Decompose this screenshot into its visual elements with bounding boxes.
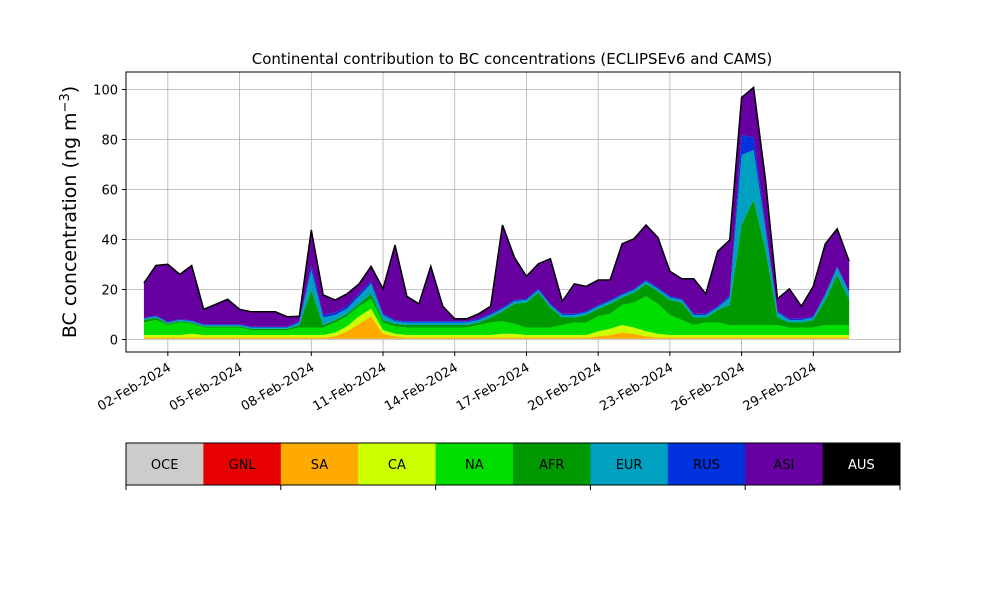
legend-label-sa: SA [311, 458, 328, 473]
legend-swatch-eur [590, 443, 669, 485]
legend-swatch-gnl [203, 443, 282, 485]
total-line [143, 86, 850, 320]
legend-label-aus: AUS [848, 458, 875, 473]
legend-label-rus: RUS [693, 458, 720, 473]
area-asi [143, 87, 850, 327]
legend-swatch-asi [745, 443, 824, 485]
plot-frame [125, 71, 901, 353]
legend-label-gnl: GNL [229, 458, 257, 473]
legend-swatch-aus [822, 443, 901, 485]
legend-colorbar: OCE GNL SA CA NA AFR EUR RUS ASI AUS [125, 442, 901, 490]
legend-label-afr: AFR [539, 458, 564, 473]
legend-swatch-sa [280, 443, 359, 485]
area-oce [143, 338, 850, 340]
legend-swatch-afr [513, 443, 591, 485]
legend-label-ca: CA [388, 458, 406, 473]
y-tick-label: 100 [93, 84, 118, 99]
legend-swatch-oce [126, 443, 204, 485]
chart-title: Continental contribution to BC concentra… [252, 50, 773, 68]
total-line-layer [143, 86, 850, 320]
legend-swatch-rus [667, 443, 746, 485]
y-tick-label: 40 [101, 234, 118, 249]
y-tick-label: 20 [101, 284, 118, 299]
legend-label-eur: EUR [616, 458, 643, 473]
y-axis-ticks: 0 20 40 60 80 100 [93, 84, 126, 349]
legend-label-oce: OCE [151, 458, 179, 473]
legend-label-na: NA [465, 458, 484, 473]
y-tick-label: 0 [110, 334, 118, 349]
y-axis-label: BC concentration (ng m−3) [58, 86, 82, 338]
stacked-areas [143, 87, 850, 340]
y-tick-label: 80 [101, 134, 118, 149]
legend-frame [125, 442, 901, 486]
area-na [143, 296, 850, 335]
y-tick-label: 60 [101, 184, 118, 199]
legend-swatch-na [435, 443, 514, 485]
legend-swatch-ca [358, 443, 437, 485]
legend-label-asi: ASI [773, 458, 794, 473]
